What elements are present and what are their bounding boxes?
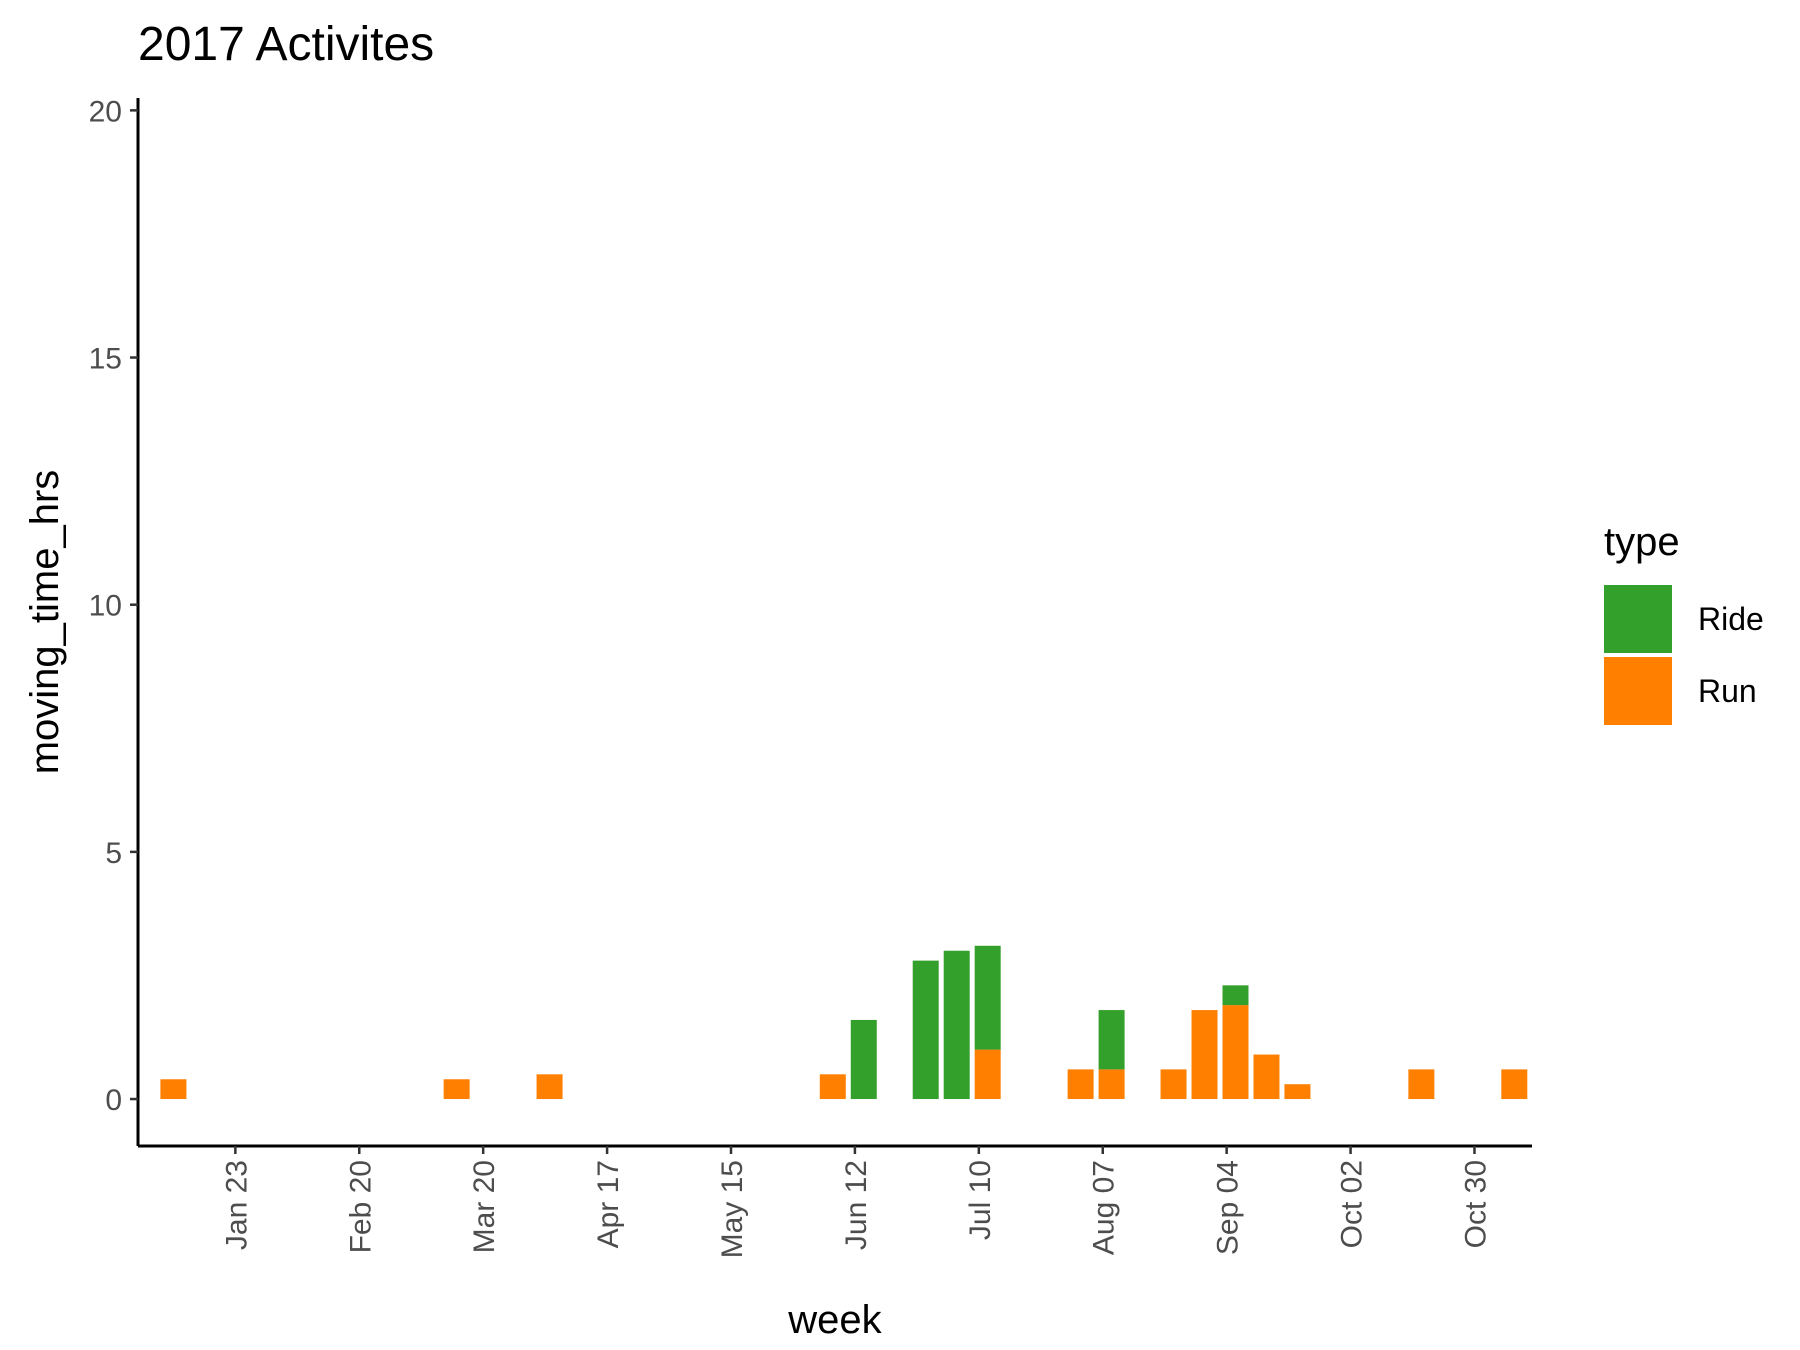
bar-run-2017-09-20 <box>1284 1084 1311 1100</box>
axes-layer: 0 5 10 15 20 Jan 23 Feb 20 Mar 20 Apr 17 May 15 Ju… <box>89 95 1532 1258</box>
bar-run-2017-08-23 <box>1160 1069 1187 1100</box>
bar-ride-2017-09-06 <box>1222 985 1249 1006</box>
bar-ride-2017-06-28 <box>912 960 939 1100</box>
x-tick-label: Feb 20 <box>344 1160 377 1253</box>
x-tick-label: Mar 20 <box>468 1160 501 1253</box>
bar-run-2017-03-14 <box>443 1079 470 1100</box>
bar-ride-2017-07-05 <box>943 950 970 1100</box>
bar-run-2017-08-02 <box>1067 1069 1094 1100</box>
bar-ride-2017-07-12 <box>974 945 1001 1050</box>
y-axis-title: moving_time_hrs <box>23 470 67 775</box>
bar-run-2017-04-04 <box>536 1074 563 1100</box>
x-tick-label: Aug 07 <box>1088 1160 1121 1255</box>
y-tick-label: 0 <box>105 1084 122 1117</box>
x-tick-label: Jun 12 <box>840 1160 873 1250</box>
legend-key-ride <box>1604 585 1672 653</box>
legend-items: Ride Run <box>1604 585 1764 725</box>
y-tick-label: 10 <box>89 590 122 623</box>
chart-title: 2017 Activites <box>138 18 434 71</box>
bar-run-2017-10-18 <box>1408 1069 1435 1100</box>
x-tick-label: Apr 17 <box>592 1160 625 1248</box>
x-tick-label: Jan 23 <box>220 1160 253 1250</box>
x-tick-label: Sep 04 <box>1212 1160 1245 1255</box>
bar-ride-2017-06-14 <box>850 1019 877 1100</box>
bar-run-2017-08-09 <box>1098 1069 1125 1100</box>
x-tick-label: Jul 10 <box>964 1160 997 1240</box>
x-axis-title: week <box>787 1298 882 1342</box>
bar-ride-2017-08-09 <box>1098 1010 1125 1070</box>
bar-run-2017-01-09 <box>160 1079 187 1100</box>
legend-title: type <box>1604 520 1680 564</box>
bar-run-2017-09-06 <box>1222 1005 1249 1100</box>
legend: type Ride Run <box>1604 520 1764 725</box>
legend-key-run <box>1604 657 1672 725</box>
x-tick-label: May 15 <box>716 1160 749 1258</box>
y-tick-label: 20 <box>89 95 122 128</box>
x-tick-label: Oct 02 <box>1336 1160 1369 1248</box>
legend-label-run: Run <box>1698 673 1757 709</box>
bar-run-2017-06-07 <box>819 1074 846 1100</box>
y-tick-label: 5 <box>105 837 122 870</box>
bar-run-2017-11-08 <box>1501 1069 1528 1100</box>
bars-layer <box>160 945 1528 1100</box>
bar-run-2017-07-12 <box>974 1049 1001 1100</box>
y-tick-label: 15 <box>89 343 122 376</box>
bar-run-2017-09-13 <box>1253 1054 1280 1100</box>
bar-run-2017-08-30 <box>1191 1010 1218 1100</box>
legend-label-ride: Ride <box>1698 601 1764 637</box>
x-tick-label: Oct 30 <box>1459 1160 1492 1248</box>
